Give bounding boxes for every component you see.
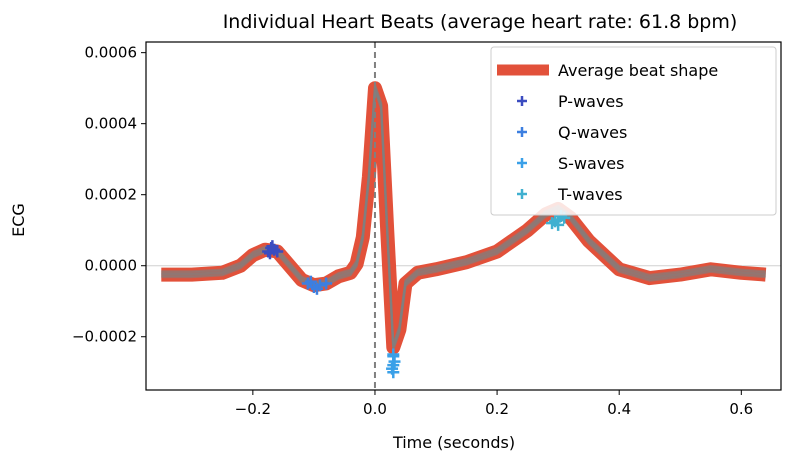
y-axis: −0.0002 0.0000 0.0002 0.0004 0.0006 [72, 44, 146, 346]
legend-label-average-beat-shape: Average beat shape [558, 61, 718, 80]
y-tick-label: −0.0002 [72, 328, 137, 346]
x-tick-label: 0.4 [607, 400, 631, 418]
legend-swatch-t-waves [517, 189, 527, 199]
legend: Average beat shape P-waves Q-waves S-waves T… [490, 46, 777, 216]
p-waves-marker-6 [266, 240, 279, 253]
x-axis-label: Time (seconds) [392, 433, 515, 452]
x-tick-label: 0.6 [729, 400, 753, 418]
t-waves-marker-6 [552, 218, 565, 231]
s-waves-marker-5 [386, 362, 399, 375]
q-waves-marker-6 [304, 275, 317, 288]
x-tick-label: 0.2 [485, 400, 509, 418]
y-tick-label: 0.0004 [85, 115, 138, 133]
s-waves-marker-6 [387, 350, 400, 363]
legend-label-q-waves: Q-waves [558, 123, 627, 142]
legend-swatch-q-waves [517, 127, 527, 137]
q-waves-marker-5 [310, 282, 323, 295]
legend-swatch-p-waves [517, 96, 527, 106]
y-tick-label: 0.0006 [85, 44, 138, 62]
x-tick-label: 0.0 [363, 400, 387, 418]
plot-area [146, 42, 781, 390]
p-waves-marker-5 [263, 247, 276, 260]
plot-frame [145, 41, 782, 391]
legend-swatch-s-waves [517, 158, 527, 168]
x-axis: −0.2 0.0 0.2 0.4 0.6 [235, 390, 753, 418]
y-axis-label: ECG [9, 203, 28, 237]
y-tick-label: 0.0002 [85, 186, 138, 204]
legend-label-s-waves: S-waves [558, 154, 624, 173]
x-tick-label: −0.2 [235, 400, 271, 418]
chart-title: Individual Heart Beats (average heart ra… [223, 11, 738, 33]
q-waves-marker-4 [320, 277, 333, 290]
legend-label-p-waves: P-waves [558, 92, 624, 111]
legend-label-t-waves: T-waves [557, 185, 623, 204]
legend-box [490, 46, 777, 216]
y-tick-label: 0.0000 [85, 257, 138, 275]
